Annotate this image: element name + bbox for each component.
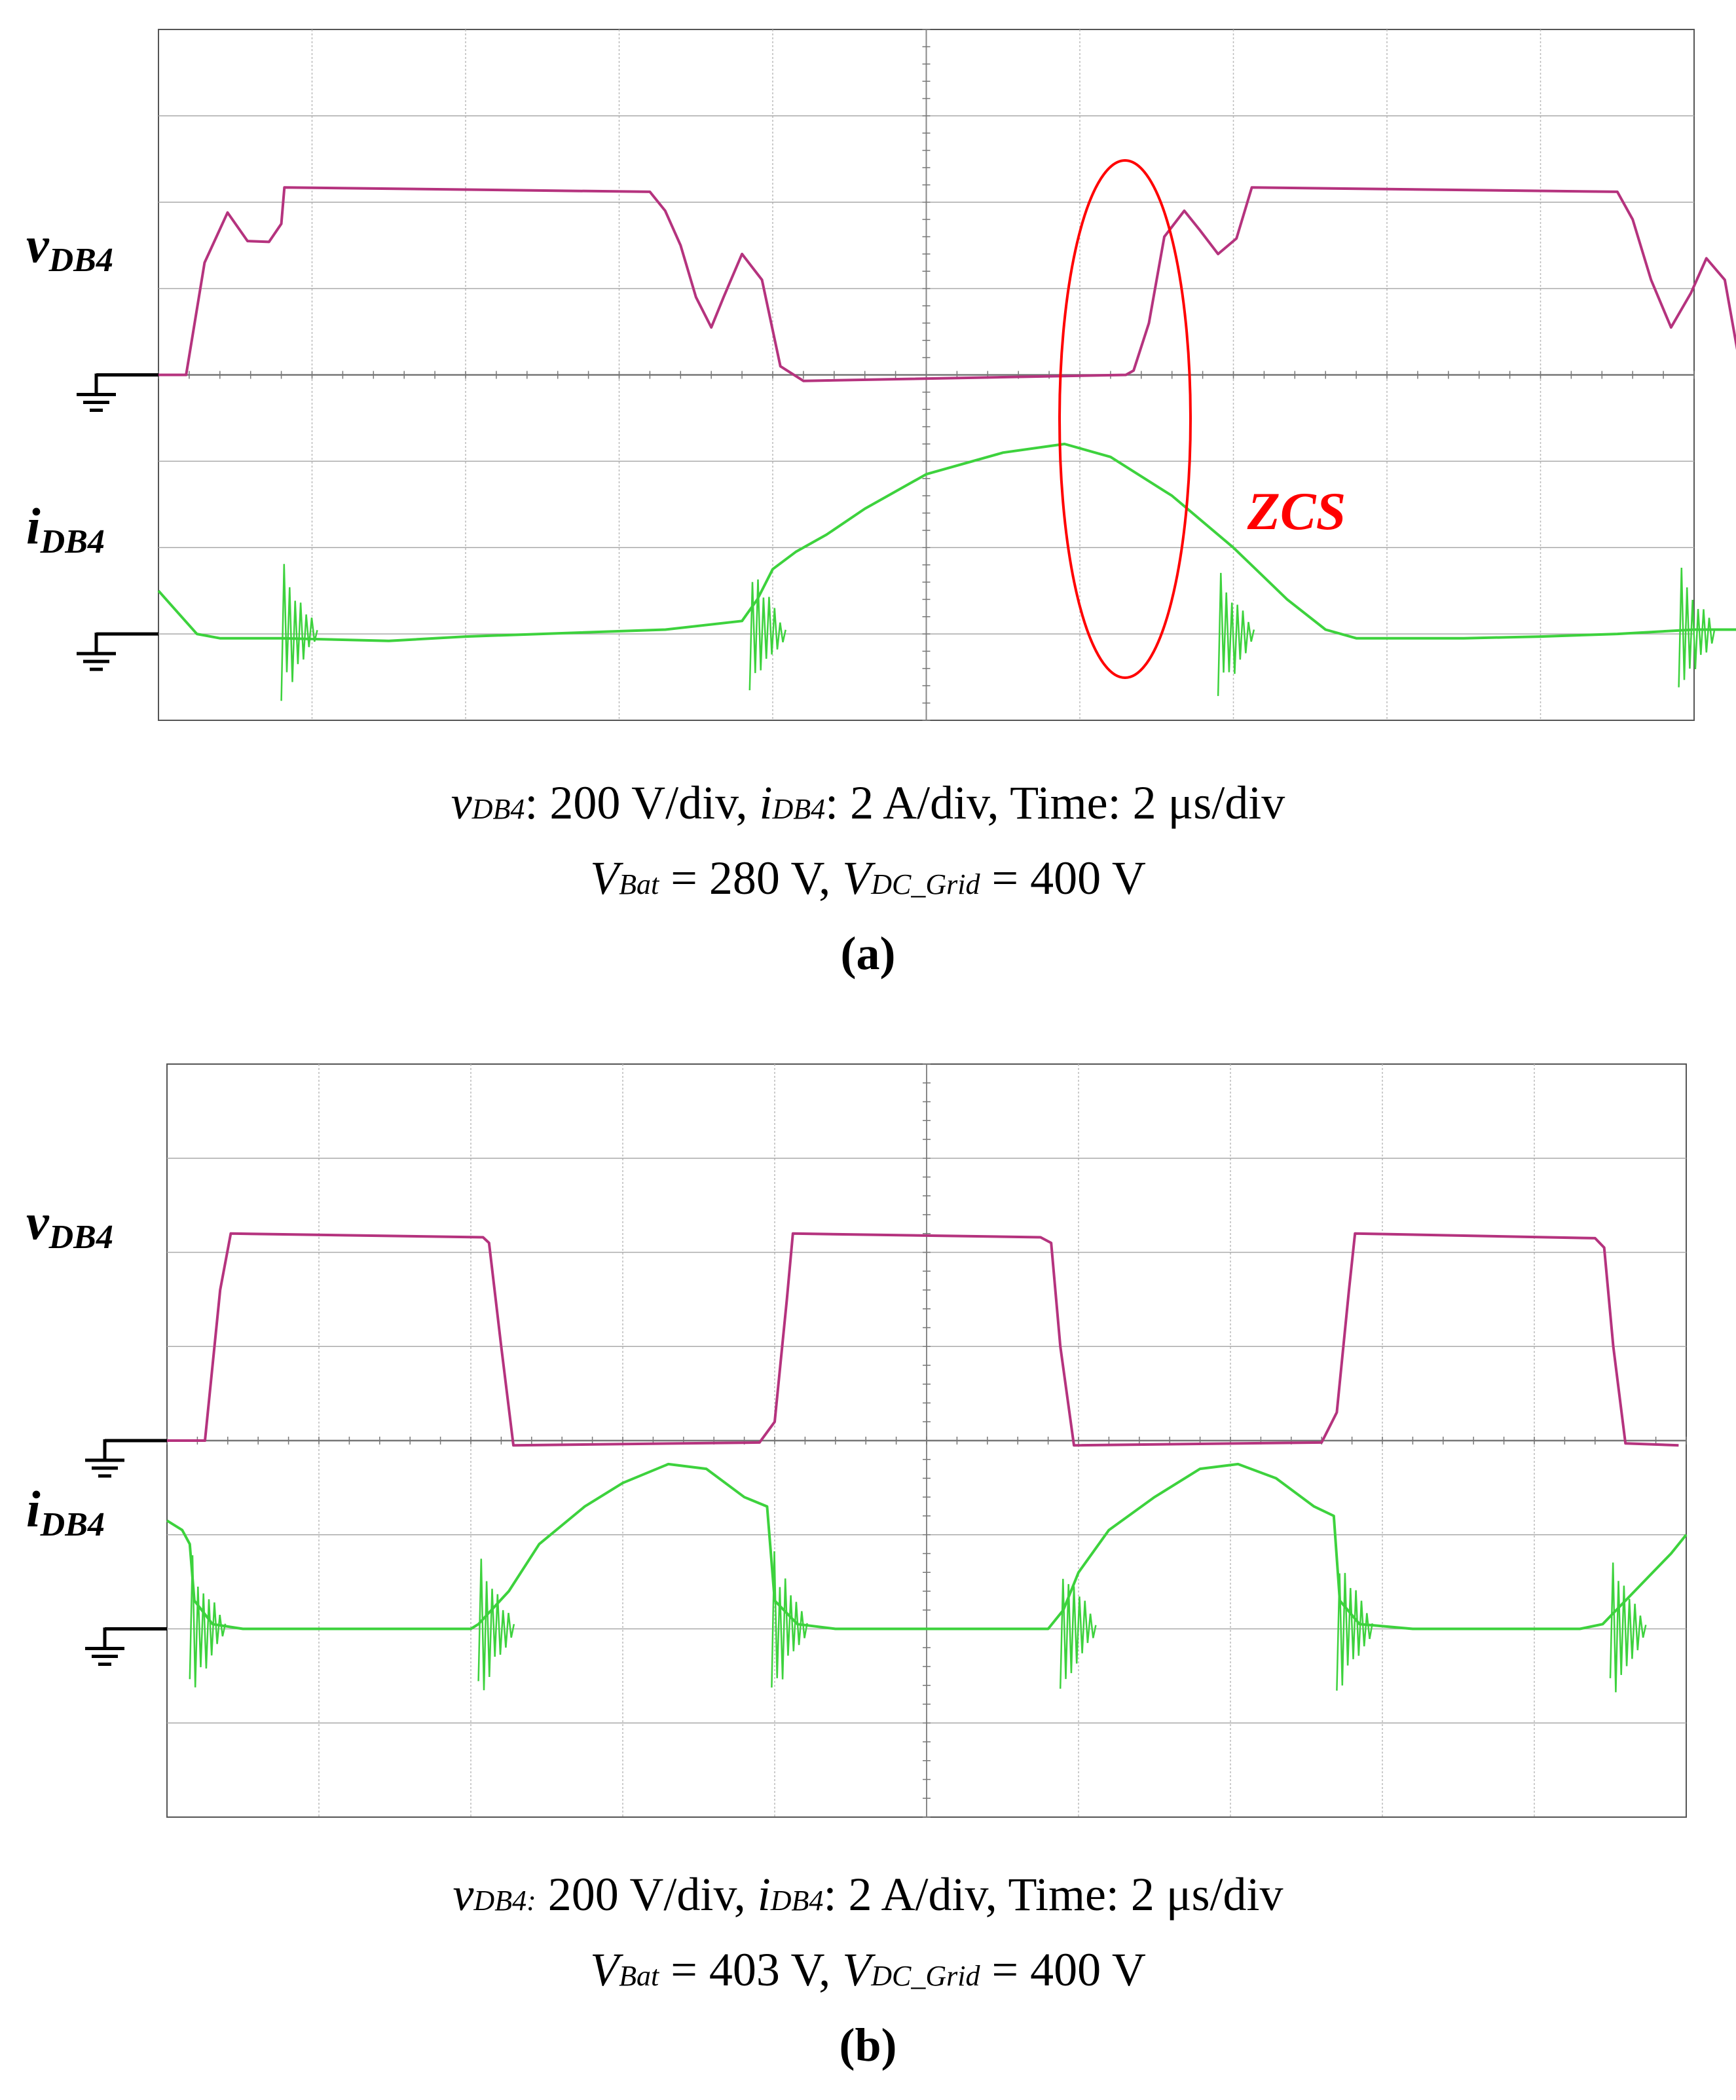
ground-marker-vDB4-b <box>85 1439 167 1478</box>
channel-label-vDB4-b: vDB4 <box>26 1193 113 1256</box>
ringing-path <box>280 564 318 701</box>
ringing-path <box>1336 1573 1373 1691</box>
caption-a-i-main: i <box>759 777 773 829</box>
ringing-path <box>771 1551 808 1688</box>
ringing-b-3 <box>1059 1579 1097 1689</box>
caption-b-line1: vDB4: 200 V/div, iDB4: 2 A/div, Time: 2 … <box>0 1871 1736 1918</box>
channel-label-iDB4-a: iDB4 <box>26 498 105 561</box>
caption-a-v-scale: : 200 V/div, <box>525 777 760 829</box>
ringing-b-0 <box>189 1555 227 1687</box>
channel-label-sub: DB4 <box>40 1506 105 1543</box>
trace-iDB4-b <box>166 1462 1688 1630</box>
caption-b-i-main: i <box>757 1868 771 1921</box>
caption-b-grid-main: V <box>842 1943 872 1996</box>
ground-marker-vDB4-a <box>77 373 158 412</box>
ringing-b-1 <box>477 1558 515 1691</box>
panel-label-a: (a) <box>840 927 896 980</box>
ringing-path <box>1217 572 1255 696</box>
caption-a-bat-sub: Bat <box>619 868 659 900</box>
trace-vDB4-a <box>158 186 1736 382</box>
channel-label-iDB4-b: iDB4 <box>26 1481 105 1543</box>
panel-label-b: (b) <box>839 2019 897 2071</box>
caption-a-line2: VBat = 280 V, VDC_Grid = 400 V <box>0 855 1736 902</box>
caption-a-v-main: v <box>451 777 472 829</box>
ringing-path <box>748 579 786 691</box>
caption-a-grid-sub: DC_Grid <box>871 868 980 900</box>
ringing-b-2 <box>771 1551 808 1688</box>
caption-a-grid-val: = 400 V <box>980 852 1146 904</box>
caption-b-grid-sub: DC_Grid <box>871 1960 980 1992</box>
ringing-a-1 <box>748 579 786 691</box>
channel-label-sub: DB4 <box>40 523 105 561</box>
ringing-b-4 <box>1336 1573 1373 1691</box>
caption-b-i-scale: : 2 A/div, Time: 2 μs/div <box>823 1868 1284 1921</box>
caption-b-v-scale: 200 V/div, <box>536 1868 758 1921</box>
channel-label-sub: DB4 <box>48 1219 113 1256</box>
channel-label-vDB4-a: vDB4 <box>26 216 113 279</box>
channel-label-main: v <box>26 1193 50 1250</box>
zcs-label: ZCS <box>1247 481 1346 541</box>
ringing-a-3 <box>1678 567 1716 688</box>
caption-b-line2: VBat = 403 V, VDC_Grid = 400 V <box>0 1946 1736 1993</box>
caption-a-v-sub: DB4 <box>471 793 525 825</box>
caption-b-v-main: v <box>452 1868 474 1921</box>
ringing-a-0 <box>280 564 318 701</box>
scope-grid <box>158 29 1695 721</box>
ground-marker-iDB4-a <box>77 632 158 671</box>
caption-b-grid-val: = 400 V <box>980 1943 1146 1996</box>
caption-a-bat-main: V <box>590 852 619 904</box>
caption-b-bat-sub: Bat <box>619 1960 659 1992</box>
ringing-path <box>1678 567 1716 688</box>
channel-label-main: i <box>26 498 41 555</box>
ringing-path <box>477 1558 515 1691</box>
ringing-path <box>1609 1562 1647 1693</box>
channel-label-main: i <box>26 1481 41 1538</box>
caption-a-i-sub: DB4 <box>772 793 826 825</box>
ringing-path <box>189 1555 227 1687</box>
zcs-ellipse <box>1058 159 1192 679</box>
ringing-a-2 <box>1217 572 1255 696</box>
channel-label-main: v <box>26 216 50 273</box>
ringing-b-5 <box>1609 1562 1647 1693</box>
trace-vDB4-b <box>167 1232 1679 1447</box>
ground-marker-iDB4-b <box>85 1627 167 1666</box>
caption-b-bat-val: = 403 V, <box>659 1943 843 1996</box>
ringing-path <box>1059 1579 1097 1689</box>
caption-b-bat-main: V <box>590 1943 619 1996</box>
caption-b-i-sub: DB4 <box>770 1885 824 1917</box>
channel-label-sub: DB4 <box>48 242 113 279</box>
caption-a-i-scale: : 2 A/div, Time: 2 μs/div <box>825 777 1285 829</box>
caption-b-v-sub: DB4: <box>473 1885 536 1917</box>
caption-a-bat-val: = 280 V, <box>659 852 843 904</box>
caption-a-grid-main: V <box>842 852 872 904</box>
caption-a-line1: vDB4: 200 V/div, iDB4: 2 A/div, Time: 2 … <box>0 779 1736 826</box>
trace-iDB4-a <box>157 443 1736 642</box>
